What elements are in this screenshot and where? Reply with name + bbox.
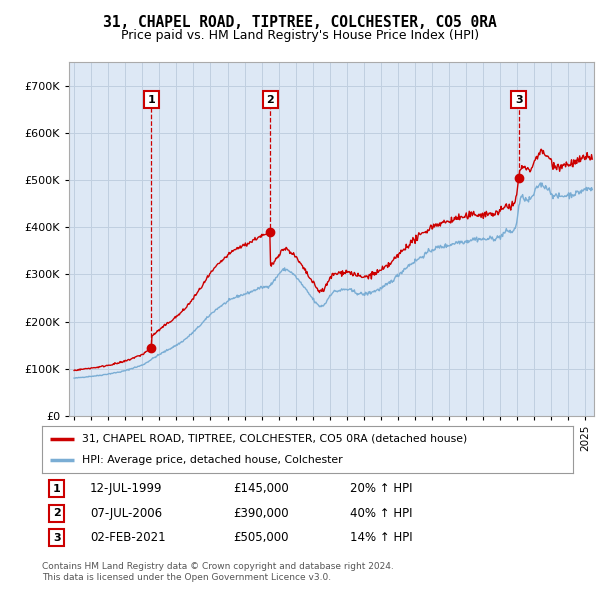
Text: 1: 1: [53, 484, 61, 494]
Text: 3: 3: [53, 533, 61, 543]
Text: 31, CHAPEL ROAD, TIPTREE, COLCHESTER, CO5 0RA: 31, CHAPEL ROAD, TIPTREE, COLCHESTER, CO…: [103, 15, 497, 30]
Text: 31, CHAPEL ROAD, TIPTREE, COLCHESTER, CO5 0RA (detached house): 31, CHAPEL ROAD, TIPTREE, COLCHESTER, CO…: [82, 434, 467, 444]
Text: 2: 2: [266, 95, 274, 104]
Text: 12-JUL-1999: 12-JUL-1999: [90, 482, 162, 495]
Text: 20% ↑ HPI: 20% ↑ HPI: [350, 482, 412, 495]
Text: £145,000: £145,000: [233, 482, 289, 495]
Text: 02-FEB-2021: 02-FEB-2021: [90, 532, 166, 545]
Text: 07-JUL-2006: 07-JUL-2006: [90, 507, 162, 520]
Text: 2: 2: [53, 509, 61, 518]
Text: HPI: Average price, detached house, Colchester: HPI: Average price, detached house, Colc…: [82, 455, 343, 466]
Text: £390,000: £390,000: [233, 507, 289, 520]
Text: £505,000: £505,000: [233, 532, 289, 545]
Text: 3: 3: [515, 95, 523, 104]
Text: 40% ↑ HPI: 40% ↑ HPI: [350, 507, 412, 520]
Text: This data is licensed under the Open Government Licence v3.0.: This data is licensed under the Open Gov…: [42, 572, 331, 582]
Text: Price paid vs. HM Land Registry's House Price Index (HPI): Price paid vs. HM Land Registry's House …: [121, 29, 479, 42]
Text: Contains HM Land Registry data © Crown copyright and database right 2024.: Contains HM Land Registry data © Crown c…: [42, 562, 394, 571]
Text: 14% ↑ HPI: 14% ↑ HPI: [350, 532, 413, 545]
Text: 1: 1: [148, 95, 155, 104]
